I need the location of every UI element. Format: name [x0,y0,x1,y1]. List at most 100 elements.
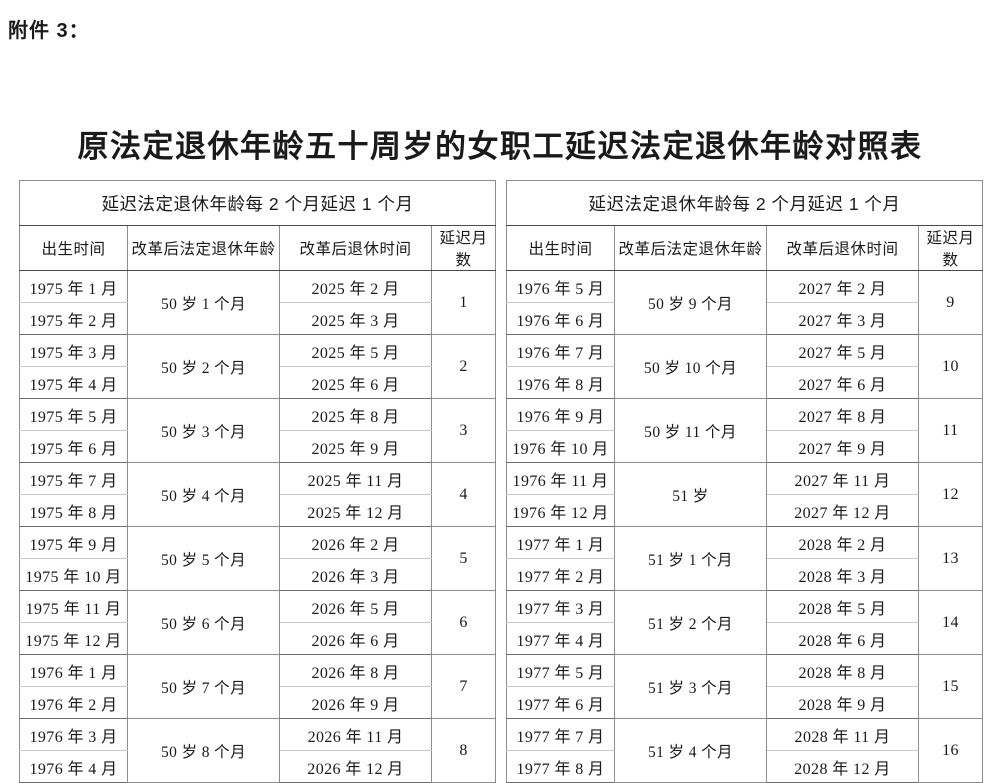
table-row: 1975 年 2 月 2025 年 3 月 [19,302,496,335]
table-row: 1976 年 8 月 2027 年 6 月 [505,366,982,399]
cell-retirement-age: 50 岁 1 个月 [127,270,280,335]
cell-birth-date: 1975 年 9 月 [19,526,128,559]
table-row: 1977 年 5 月 51 岁 3 个月 2028 年 8 月 15 [505,654,984,719]
cell-delay-months: 2 [430,334,497,399]
table-row: 1976 年 12 月 2027 年 12 月 [505,494,982,527]
cell-delay-months: 15 [917,654,984,719]
table-row: 1976 年 7 月 50 岁 10 个月 2027 年 5 月 10 [505,334,984,399]
cell-birth-date: 1977 年 4 月 [505,622,615,655]
cell-birth-date: 1976 年 11 月 [505,462,615,495]
cell-birth-date: 1976 年 10 月 [505,430,615,463]
table-body-right: 延迟法定退休年龄每 2 个月延迟 1 个月 出生时间 改革后法定退休年龄 改革后退休时… [505,180,984,783]
cell-delay-months: 5 [430,526,497,591]
table-banner: 延迟法定退休年龄每 2 个月延迟 1 个月 [505,180,984,226]
table-header-row: 出生时间 改革后法定退休年龄 改革后退休时间 延迟月数 [505,225,984,271]
cell-delay-months: 10 [917,334,984,399]
cell-birth-date: 1975 年 7 月 [19,462,128,495]
comparison-tables: 延迟法定退休年龄每 2 个月延迟 1 个月 出生时间 改革后法定退休年龄 改革后退休时… [18,180,984,783]
cell-retirement-date: 2027 年 5 月 [765,334,919,367]
cell-birth-date: 1975 年 1 月 [19,270,128,303]
column-header-retire-age: 改革后法定退休年龄 [613,225,767,271]
table-row: 1977 年 3 月 51 岁 2 个月 2028 年 5 月 14 [505,590,984,655]
cell-birth-date: 1977 年 8 月 [505,750,615,783]
cell-retirement-date: 2026 年 6 月 [279,622,432,655]
cell-birth-date: 1975 年 4 月 [19,366,128,399]
cell-birth-date: 1975 年 5 月 [19,398,128,431]
table-banner: 延迟法定退休年龄每 2 个月延迟 1 个月 [18,180,497,226]
cell-birth-date: 1976 年 9 月 [505,398,615,431]
column-header-birth: 出生时间 [505,225,615,271]
cell-retirement-date: 2025 年 3 月 [279,302,432,335]
cell-retirement-date: 2028 年 12 月 [765,750,919,783]
cell-birth-date: 1975 年 10 月 [19,558,128,591]
cell-birth-date: 1976 年 7 月 [505,334,615,367]
cell-birth-date: 1977 年 5 月 [505,654,615,687]
cell-retirement-date: 2025 年 6 月 [279,366,432,399]
cell-delay-months: 7 [430,654,497,719]
table-row: 1975 年 12 月 2026 年 6 月 [19,622,496,655]
cell-retirement-date: 2026 年 8 月 [279,654,432,687]
cell-birth-date: 1975 年 3 月 [19,334,128,367]
cell-retirement-date: 2026 年 5 月 [279,590,432,623]
cell-birth-date: 1976 年 6 月 [505,302,615,335]
cell-delay-months: 8 [430,718,497,783]
table-row: 1977 年 7 月 51 岁 4 个月 2028 年 11 月 16 [505,718,984,783]
cell-delay-months: 11 [917,398,984,463]
cell-delay-months: 3 [430,398,497,463]
cell-retirement-age: 50 岁 5 个月 [127,526,280,591]
cell-delay-months: 9 [917,270,984,335]
column-header-retire-age: 改革后法定退休年龄 [127,225,280,271]
cell-retirement-age: 51 岁 1 个月 [613,526,767,591]
cell-retirement-date: 2026 年 12 月 [279,750,432,783]
table-row: 1975 年 8 月 2025 年 12 月 [19,494,496,527]
attachment-label: 附件 3： [8,20,90,42]
cell-retirement-date: 2028 年 3 月 [765,558,919,591]
cell-retirement-date: 2026 年 11 月 [279,718,432,751]
column-header-delay-months: 延迟月数 [917,225,984,271]
cell-retirement-date: 2027 年 2 月 [765,270,919,303]
cell-retirement-age: 51 岁 3 个月 [613,654,767,719]
column-header-retire-date: 改革后退休时间 [765,225,919,271]
cell-retirement-age: 51 岁 4 个月 [613,718,767,783]
retirement-table-right: 延迟法定退休年龄每 2 个月延迟 1 个月 出生时间 改革后法定退休年龄 改革后退休时… [505,180,984,783]
cell-retirement-age: 51 岁 2 个月 [613,590,767,655]
column-header-delay-months: 延迟月数 [430,225,497,271]
cell-retirement-date: 2025 年 9 月 [279,430,432,463]
cell-delay-months: 14 [917,590,984,655]
cell-birth-date: 1977 年 3 月 [505,590,615,623]
cell-retirement-date: 2026 年 3 月 [279,558,432,591]
cell-birth-date: 1976 年 4 月 [19,750,128,783]
cell-retirement-date: 2025 年 8 月 [279,398,432,431]
cell-birth-date: 1975 年 8 月 [19,494,128,527]
cell-retirement-date: 2027 年 6 月 [765,366,919,399]
table-body-left: 延迟法定退休年龄每 2 个月延迟 1 个月 出生时间 改革后法定退休年龄 改革后退休时… [18,180,497,783]
cell-birth-date: 1975 年 6 月 [19,430,128,463]
column-header-birth: 出生时间 [19,225,128,271]
cell-retirement-age: 50 岁 11 个月 [613,398,767,463]
retirement-table-left: 延迟法定退休年龄每 2 个月延迟 1 个月 出生时间 改革后法定退休年龄 改革后退休时… [18,180,497,783]
cell-retirement-date: 2025 年 12 月 [279,494,432,527]
table-row: 1976 年 11 月 51 岁 2027 年 11 月 12 [505,462,984,527]
cell-birth-date: 1976 年 5 月 [505,270,615,303]
cell-retirement-date: 2028 年 6 月 [765,622,919,655]
cell-retirement-date: 2028 年 8 月 [765,654,919,687]
cell-retirement-age: 50 岁 7 个月 [127,654,280,719]
cell-birth-date: 1977 年 2 月 [505,558,615,591]
page-title: 原法定退休年龄五十周岁的女职工延迟法定退休年龄对照表 [77,128,923,164]
cell-retirement-age: 50 岁 4 个月 [127,462,280,527]
cell-delay-months: 6 [430,590,497,655]
cell-delay-months: 13 [917,526,984,591]
cell-retirement-date: 2026 年 2 月 [279,526,432,559]
cell-retirement-date: 2027 年 12 月 [765,494,919,527]
cell-retirement-age: 51 岁 [613,462,767,527]
table-header-row: 出生时间 改革后法定退休年龄 改革后退休时间 延迟月数 [19,225,497,271]
cell-birth-date: 1977 年 1 月 [505,526,615,559]
cell-birth-date: 1977 年 7 月 [505,718,615,751]
